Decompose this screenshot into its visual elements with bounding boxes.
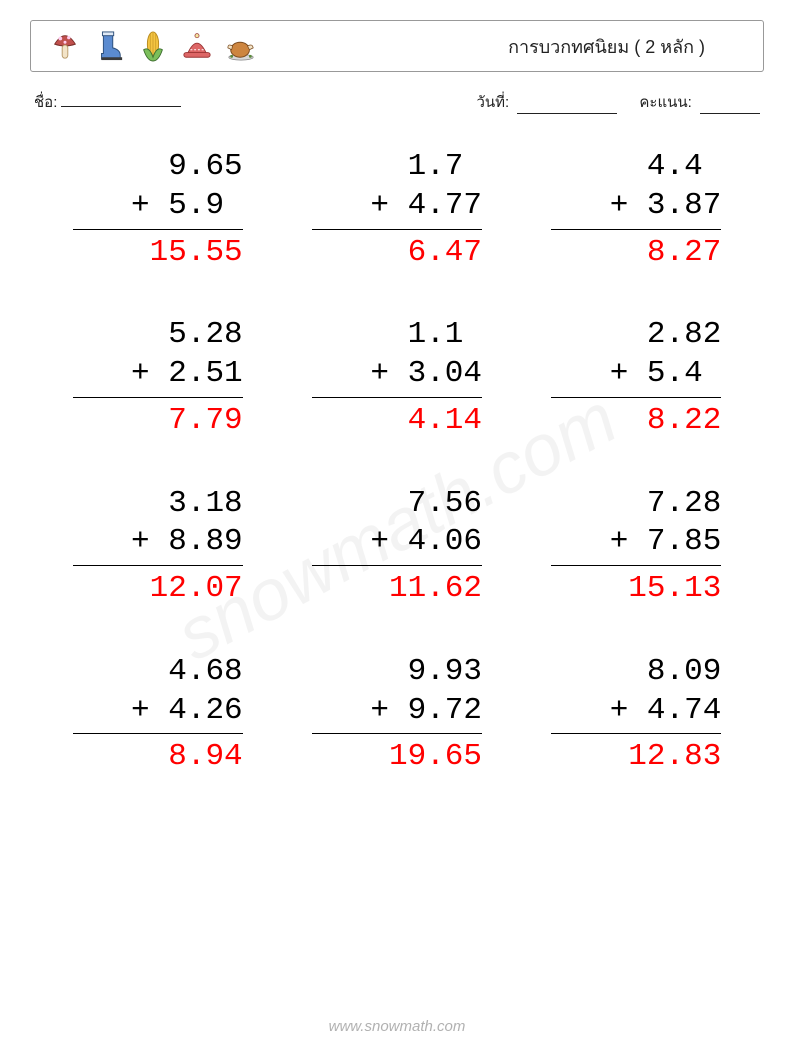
meta-score: คะแนน: (639, 90, 760, 114)
meta-name: ชื่อ: (34, 90, 181, 114)
rule-line (551, 733, 721, 734)
operand-bottom: + 4.74 (551, 692, 721, 731)
header-box: การบวกทศนิยม ( 2 หลัก ) (30, 20, 764, 72)
footer-url: www.snowmath.com (0, 1018, 794, 1035)
rule-line (551, 397, 721, 398)
operand-bottom: + 4.26 (73, 692, 243, 731)
date-blank[interactable] (517, 98, 617, 114)
corn-icon (137, 28, 169, 64)
meta-date: วันที่: (476, 90, 617, 114)
operand-bottom: + 8.89 (73, 523, 243, 562)
operand-bottom: + 9.72 (312, 692, 482, 731)
answer: 15.55 (73, 234, 243, 273)
answer: 8.94 (73, 738, 243, 777)
worksheet-page: snowmath.com (0, 0, 794, 1053)
operand-top: 7.56 (312, 485, 482, 524)
problem: 1.7 + 4.77 6.47 (312, 148, 482, 272)
answer: 12.83 (551, 738, 721, 777)
answer: 8.22 (551, 402, 721, 441)
rule-line (73, 565, 243, 566)
problem: 9.93+ 9.72 19.65 (312, 653, 482, 777)
problem: 7.56+ 4.06 11.62 (312, 485, 482, 609)
problem: 1.1 + 3.04 4.14 (312, 316, 482, 440)
answer: 11.62 (312, 570, 482, 609)
rule-line (73, 229, 243, 230)
answer: 4.14 (312, 402, 482, 441)
rule-line (73, 397, 243, 398)
operand-bottom: + 4.06 (312, 523, 482, 562)
problem: 3.18+ 8.89 12.07 (73, 485, 243, 609)
problem: 5.28+ 2.51 7.79 (73, 316, 243, 440)
name-blank[interactable] (61, 91, 181, 107)
operand-top: 1.1 (312, 316, 482, 355)
problem: 4.68+ 4.26 8.94 (73, 653, 243, 777)
problem: 8.09+ 4.74 12.83 (551, 653, 721, 777)
rule-line (73, 733, 243, 734)
operand-top: 1.7 (312, 148, 482, 187)
operand-top: 7.28 (551, 485, 721, 524)
rule-line (551, 565, 721, 566)
rule-line (312, 565, 482, 566)
mushroom-icon (49, 28, 81, 64)
problem: 7.28+ 7.85 15.13 (551, 485, 721, 609)
answer: 7.79 (73, 402, 243, 441)
operand-bottom: + 3.87 (551, 187, 721, 226)
answer: 8.27 (551, 234, 721, 273)
answer: 19.65 (312, 738, 482, 777)
operand-top: 9.93 (312, 653, 482, 692)
operand-bottom: + 5.9 (73, 187, 243, 226)
operand-bottom: + 7.85 (551, 523, 721, 562)
problems-grid: 9.65+ 5.9 15.55 1.7 + 4.77 6.47 4.4 + 3.… (30, 148, 764, 777)
turkey-icon (225, 28, 257, 64)
operand-bottom: + 2.51 (73, 355, 243, 394)
worksheet-title: การบวกทศนิยม ( 2 หลัก ) (508, 32, 745, 61)
operand-top: 3.18 (73, 485, 243, 524)
problem: 4.4 + 3.87 8.27 (551, 148, 721, 272)
header-icon-row (49, 28, 257, 64)
boot-icon (93, 28, 125, 64)
rule-line (312, 397, 482, 398)
rule-line (312, 733, 482, 734)
operand-top: 4.4 (551, 148, 721, 187)
answer: 6.47 (312, 234, 482, 273)
score-blank[interactable] (700, 98, 760, 114)
operand-top: 8.09 (551, 653, 721, 692)
operand-top: 9.65 (73, 148, 243, 187)
operand-bottom: + 5.4 (551, 355, 721, 394)
problem: 9.65+ 5.9 15.55 (73, 148, 243, 272)
rule-line (551, 229, 721, 230)
operand-bottom: + 3.04 (312, 355, 482, 394)
problem: 2.82+ 5.4 8.22 (551, 316, 721, 440)
operand-top: 5.28 (73, 316, 243, 355)
meta-row: ชื่อ: วันที่: คะแนน: (30, 90, 764, 114)
answer: 15.13 (551, 570, 721, 609)
date-label: วันที่: (476, 94, 509, 111)
answer: 12.07 (73, 570, 243, 609)
rule-line (312, 229, 482, 230)
operand-top: 4.68 (73, 653, 243, 692)
name-label: ชื่อ: (34, 90, 57, 114)
hat-icon (181, 28, 213, 64)
score-label: คะแนน: (639, 94, 691, 111)
operand-top: 2.82 (551, 316, 721, 355)
operand-bottom: + 4.77 (312, 187, 482, 226)
